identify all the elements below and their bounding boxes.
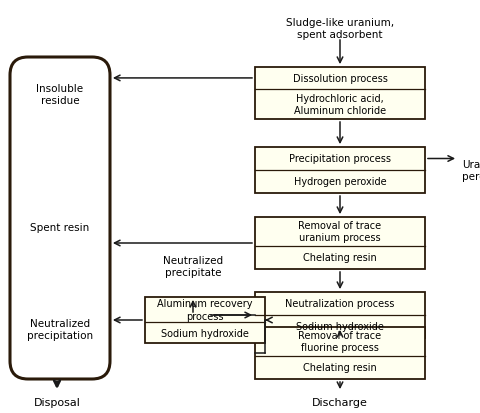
- Text: Removal of trace
uranium process: Removal of trace uranium process: [299, 221, 382, 243]
- Text: Aluminum recovery
process: Aluminum recovery process: [157, 299, 253, 321]
- Text: Chelating resin: Chelating resin: [303, 363, 377, 373]
- Text: Dissolution process: Dissolution process: [293, 74, 387, 84]
- Text: Sludge-like uranium,
spent adsorbent: Sludge-like uranium, spent adsorbent: [286, 18, 394, 40]
- Bar: [255, 218, 425, 269]
- Text: Neutralization process: Neutralization process: [285, 299, 395, 309]
- Text: Sodium hydroxide: Sodium hydroxide: [161, 328, 249, 338]
- Text: Disposal: Disposal: [34, 397, 81, 407]
- Text: Hydrogen peroxide: Hydrogen peroxide: [294, 177, 386, 187]
- Bar: [255, 147, 425, 194]
- Bar: [145, 297, 265, 343]
- Text: Neutralized
precipitate: Neutralized precipitate: [163, 255, 223, 277]
- Text: Neutralized
precipitation: Neutralized precipitation: [27, 318, 93, 340]
- Text: Discharge: Discharge: [312, 397, 368, 407]
- Text: Removal of trace
fluorine process: Removal of trace fluorine process: [299, 330, 382, 353]
- Text: Sodium hydroxide: Sodium hydroxide: [296, 322, 384, 332]
- Text: Uranium
peroxide: Uranium peroxide: [462, 160, 480, 181]
- Bar: [255, 68, 425, 120]
- Text: Insoluble
residue: Insoluble residue: [36, 83, 84, 106]
- Text: Chelating resin: Chelating resin: [303, 253, 377, 263]
- Text: Precipitation process: Precipitation process: [289, 154, 391, 164]
- Bar: [255, 292, 425, 338]
- Text: Spent resin: Spent resin: [30, 223, 90, 233]
- Bar: [255, 327, 425, 379]
- Text: Hydrochloric acid,
Aluminum chloride: Hydrochloric acid, Aluminum chloride: [294, 93, 386, 116]
